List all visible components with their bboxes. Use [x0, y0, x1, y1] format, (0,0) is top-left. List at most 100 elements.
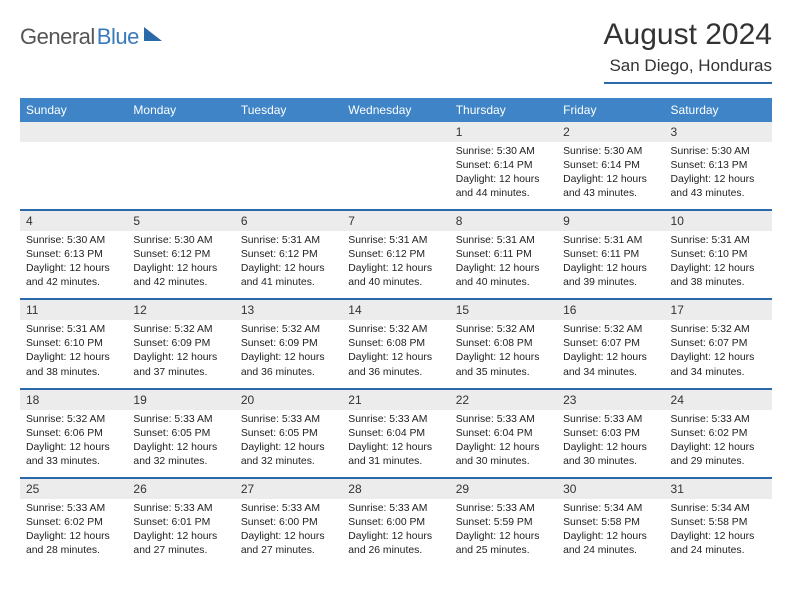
calendar-cell: 1Sunrise: 5:30 AMSunset: 6:14 PMDaylight… — [450, 122, 557, 210]
day-number: 27 — [235, 479, 342, 499]
calendar-cell — [20, 122, 127, 210]
calendar-head: SundayMondayTuesdayWednesdayThursdayFrid… — [20, 98, 772, 122]
day-body: Sunrise: 5:31 AMSunset: 6:11 PMDaylight:… — [450, 231, 557, 298]
calendar-cell: 3Sunrise: 5:30 AMSunset: 6:13 PMDaylight… — [665, 122, 772, 210]
calendar-cell: 17Sunrise: 5:32 AMSunset: 6:07 PMDayligh… — [665, 299, 772, 388]
calendar-cell: 10Sunrise: 5:31 AMSunset: 6:10 PMDayligh… — [665, 210, 772, 299]
day-number: 19 — [127, 390, 234, 410]
day-body: Sunrise: 5:33 AMSunset: 6:04 PMDaylight:… — [450, 410, 557, 477]
calendar-cell: 11Sunrise: 5:31 AMSunset: 6:10 PMDayligh… — [20, 299, 127, 388]
calendar-cell: 4Sunrise: 5:30 AMSunset: 6:13 PMDaylight… — [20, 210, 127, 299]
location-label: San Diego, Honduras — [604, 56, 772, 76]
day-body: Sunrise: 5:33 AMSunset: 6:00 PMDaylight:… — [342, 499, 449, 566]
day-body: Sunrise: 5:33 AMSunset: 5:59 PMDaylight:… — [450, 499, 557, 566]
day-number — [235, 122, 342, 142]
day-body — [20, 142, 127, 200]
calendar-week: 25Sunrise: 5:33 AMSunset: 6:02 PMDayligh… — [20, 478, 772, 566]
day-body: Sunrise: 5:30 AMSunset: 6:13 PMDaylight:… — [665, 142, 772, 209]
title-underline — [604, 82, 772, 84]
calendar-cell: 31Sunrise: 5:34 AMSunset: 5:58 PMDayligh… — [665, 478, 772, 566]
logo-text-blue: Blue — [97, 24, 139, 50]
calendar-week: 4Sunrise: 5:30 AMSunset: 6:13 PMDaylight… — [20, 210, 772, 299]
day-number: 26 — [127, 479, 234, 499]
calendar-cell: 30Sunrise: 5:34 AMSunset: 5:58 PMDayligh… — [557, 478, 664, 566]
day-body: Sunrise: 5:34 AMSunset: 5:58 PMDaylight:… — [665, 499, 772, 566]
day-number: 14 — [342, 300, 449, 320]
day-body: Sunrise: 5:32 AMSunset: 6:06 PMDaylight:… — [20, 410, 127, 477]
day-number: 2 — [557, 122, 664, 142]
day-body: Sunrise: 5:30 AMSunset: 6:14 PMDaylight:… — [450, 142, 557, 209]
weekday-header: Monday — [127, 98, 234, 122]
logo: GeneralBlue — [20, 18, 162, 50]
weekday-header: Saturday — [665, 98, 772, 122]
calendar-body: 1Sunrise: 5:30 AMSunset: 6:14 PMDaylight… — [20, 122, 772, 566]
calendar-cell: 2Sunrise: 5:30 AMSunset: 6:14 PMDaylight… — [557, 122, 664, 210]
header: GeneralBlue August 2024 San Diego, Hondu… — [20, 18, 772, 84]
day-body: Sunrise: 5:32 AMSunset: 6:09 PMDaylight:… — [127, 320, 234, 387]
calendar-cell: 16Sunrise: 5:32 AMSunset: 6:07 PMDayligh… — [557, 299, 664, 388]
calendar-cell: 25Sunrise: 5:33 AMSunset: 6:02 PMDayligh… — [20, 478, 127, 566]
title-block: August 2024 San Diego, Honduras — [604, 18, 772, 84]
day-number: 31 — [665, 479, 772, 499]
day-number: 13 — [235, 300, 342, 320]
day-body: Sunrise: 5:33 AMSunset: 6:01 PMDaylight:… — [127, 499, 234, 566]
day-body: Sunrise: 5:31 AMSunset: 6:10 PMDaylight:… — [665, 231, 772, 298]
calendar-week: 11Sunrise: 5:31 AMSunset: 6:10 PMDayligh… — [20, 299, 772, 388]
day-number: 3 — [665, 122, 772, 142]
weekday-header: Tuesday — [235, 98, 342, 122]
day-body: Sunrise: 5:32 AMSunset: 6:08 PMDaylight:… — [342, 320, 449, 387]
day-number: 22 — [450, 390, 557, 410]
weekday-header: Friday — [557, 98, 664, 122]
weekday-header: Wednesday — [342, 98, 449, 122]
day-number: 1 — [450, 122, 557, 142]
day-number: 11 — [20, 300, 127, 320]
day-body: Sunrise: 5:33 AMSunset: 6:03 PMDaylight:… — [557, 410, 664, 477]
calendar-cell: 29Sunrise: 5:33 AMSunset: 5:59 PMDayligh… — [450, 478, 557, 566]
weekday-header: Thursday — [450, 98, 557, 122]
calendar-cell: 18Sunrise: 5:32 AMSunset: 6:06 PMDayligh… — [20, 389, 127, 478]
day-body: Sunrise: 5:31 AMSunset: 6:10 PMDaylight:… — [20, 320, 127, 387]
day-number: 30 — [557, 479, 664, 499]
day-number: 9 — [557, 211, 664, 231]
calendar-cell: 6Sunrise: 5:31 AMSunset: 6:12 PMDaylight… — [235, 210, 342, 299]
day-number: 8 — [450, 211, 557, 231]
day-body: Sunrise: 5:30 AMSunset: 6:12 PMDaylight:… — [127, 231, 234, 298]
calendar-cell: 14Sunrise: 5:32 AMSunset: 6:08 PMDayligh… — [342, 299, 449, 388]
day-body: Sunrise: 5:32 AMSunset: 6:07 PMDaylight:… — [665, 320, 772, 387]
day-number: 20 — [235, 390, 342, 410]
day-body: Sunrise: 5:30 AMSunset: 6:14 PMDaylight:… — [557, 142, 664, 209]
day-body: Sunrise: 5:31 AMSunset: 6:12 PMDaylight:… — [235, 231, 342, 298]
day-number: 15 — [450, 300, 557, 320]
calendar-cell: 22Sunrise: 5:33 AMSunset: 6:04 PMDayligh… — [450, 389, 557, 478]
calendar-cell: 21Sunrise: 5:33 AMSunset: 6:04 PMDayligh… — [342, 389, 449, 478]
calendar-cell: 8Sunrise: 5:31 AMSunset: 6:11 PMDaylight… — [450, 210, 557, 299]
day-number: 10 — [665, 211, 772, 231]
day-number: 12 — [127, 300, 234, 320]
calendar-cell — [342, 122, 449, 210]
calendar-cell: 9Sunrise: 5:31 AMSunset: 6:11 PMDaylight… — [557, 210, 664, 299]
day-body — [342, 142, 449, 200]
calendar-cell: 27Sunrise: 5:33 AMSunset: 6:00 PMDayligh… — [235, 478, 342, 566]
day-number: 28 — [342, 479, 449, 499]
calendar-cell: 20Sunrise: 5:33 AMSunset: 6:05 PMDayligh… — [235, 389, 342, 478]
day-body: Sunrise: 5:31 AMSunset: 6:12 PMDaylight:… — [342, 231, 449, 298]
calendar-cell: 12Sunrise: 5:32 AMSunset: 6:09 PMDayligh… — [127, 299, 234, 388]
day-body: Sunrise: 5:32 AMSunset: 6:08 PMDaylight:… — [450, 320, 557, 387]
day-body: Sunrise: 5:33 AMSunset: 6:02 PMDaylight:… — [20, 499, 127, 566]
calendar-cell: 5Sunrise: 5:30 AMSunset: 6:12 PMDaylight… — [127, 210, 234, 299]
weekday-header: Sunday — [20, 98, 127, 122]
logo-text-general: General — [20, 24, 95, 50]
day-number: 21 — [342, 390, 449, 410]
logo-triangle-icon — [144, 27, 162, 41]
calendar-cell: 24Sunrise: 5:33 AMSunset: 6:02 PMDayligh… — [665, 389, 772, 478]
day-body: Sunrise: 5:33 AMSunset: 6:05 PMDaylight:… — [127, 410, 234, 477]
day-number: 24 — [665, 390, 772, 410]
day-number: 6 — [235, 211, 342, 231]
day-number: 16 — [557, 300, 664, 320]
calendar-cell: 28Sunrise: 5:33 AMSunset: 6:00 PMDayligh… — [342, 478, 449, 566]
day-body: Sunrise: 5:33 AMSunset: 6:05 PMDaylight:… — [235, 410, 342, 477]
day-body: Sunrise: 5:34 AMSunset: 5:58 PMDaylight:… — [557, 499, 664, 566]
day-body: Sunrise: 5:32 AMSunset: 6:07 PMDaylight:… — [557, 320, 664, 387]
calendar-cell — [127, 122, 234, 210]
day-body: Sunrise: 5:33 AMSunset: 6:04 PMDaylight:… — [342, 410, 449, 477]
